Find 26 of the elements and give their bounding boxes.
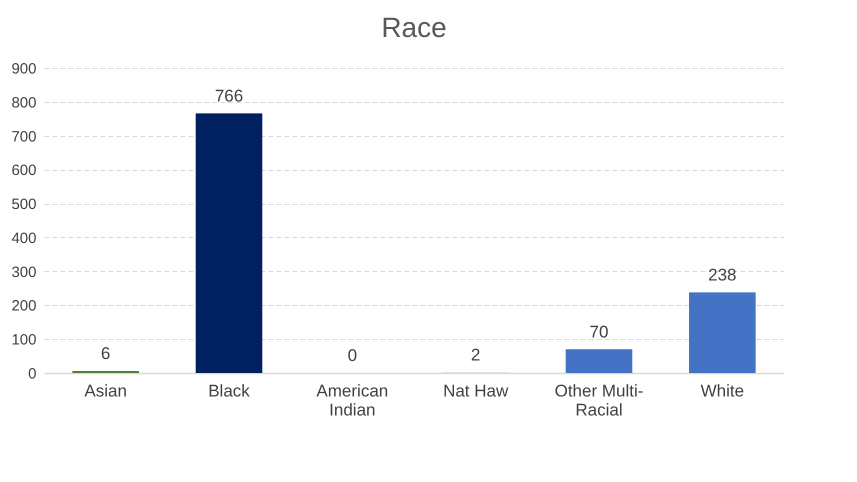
y-tick-label: 100 [11, 332, 36, 349]
x-tick-label: American Indian [316, 382, 388, 420]
y-tick-label: 500 [11, 196, 36, 214]
x-tick-label: White [700, 382, 744, 400]
y-tick-label: 0 [28, 366, 36, 382]
y-tick-label: 300 [11, 264, 36, 281]
x-tick-label: Black [208, 382, 250, 400]
x-tick-label: Asian [84, 382, 127, 400]
x-tick-label: Nat Haw [443, 382, 509, 400]
y-tick-label: 600 [11, 162, 36, 180]
chart-title: Race [381, 12, 447, 43]
data-label: 0 [348, 346, 358, 365]
bar [689, 292, 756, 373]
data-label: 70 [590, 322, 608, 342]
data-label: 766 [214, 86, 244, 106]
data-label: 2 [470, 345, 480, 364]
bar [196, 113, 262, 373]
data-label: 6 [100, 344, 110, 363]
x-tick-label: Other Multi-Racial [554, 382, 644, 420]
bar [566, 349, 632, 373]
y-tick-label: 800 [11, 94, 36, 112]
data-label: 238 [708, 265, 737, 284]
y-tick-label: 700 [11, 128, 36, 146]
y-tick-label: 900 [11, 60, 36, 78]
y-tick-label: 200 [11, 298, 36, 315]
y-tick-label: 400 [11, 230, 36, 247]
